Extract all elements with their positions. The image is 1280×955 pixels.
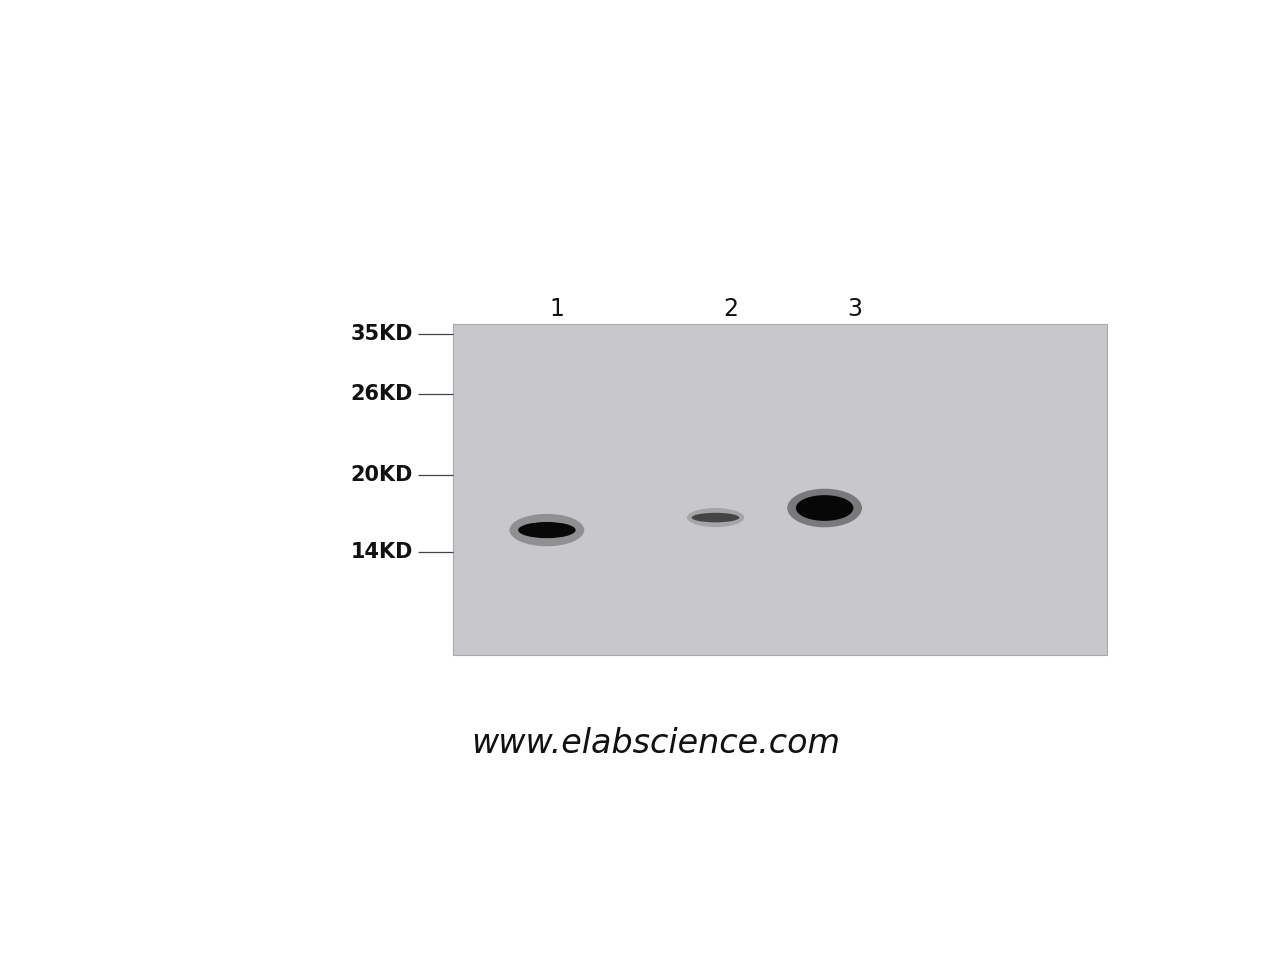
Ellipse shape [687,508,744,527]
Ellipse shape [691,513,740,522]
Text: 14KD: 14KD [351,542,413,562]
FancyBboxPatch shape [453,324,1107,655]
Ellipse shape [787,489,861,527]
Text: 26KD: 26KD [351,384,413,404]
Text: 35KD: 35KD [351,324,413,344]
Ellipse shape [509,514,584,546]
Text: 2: 2 [723,297,737,322]
Text: 1: 1 [549,297,564,322]
Text: 3: 3 [847,297,861,322]
Ellipse shape [796,495,854,520]
Ellipse shape [518,522,576,539]
Text: www.elabscience.com: www.elabscience.com [471,727,841,760]
Text: 20KD: 20KD [351,465,413,485]
